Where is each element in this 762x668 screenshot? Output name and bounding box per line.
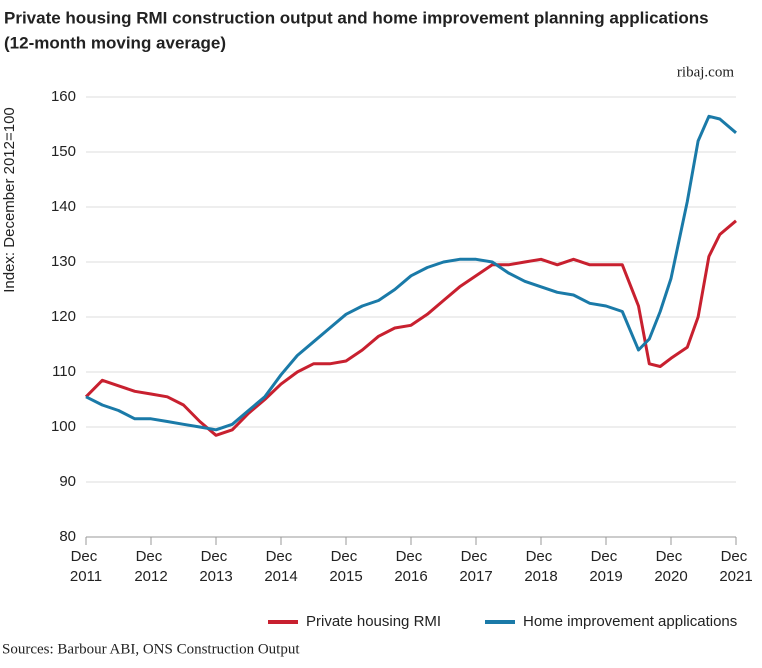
footnote: Sources: Barbour ABI, ONS Construction O… <box>2 641 300 657</box>
y-tick-label: 130 <box>51 253 76 270</box>
x-tick-label: Dec 2014 <box>264 548 297 585</box>
x-tick-label: Dec 2018 <box>524 548 557 585</box>
x-tick-label: Dec 2013 <box>199 548 232 585</box>
x-tick-label: Dec 2016 <box>394 548 427 585</box>
chart-subtitle: (12-month moving average) <box>4 33 226 52</box>
y-tick-label: 110 <box>52 363 76 380</box>
x-tick-label: Dec 2020 <box>654 548 687 585</box>
x-tick-label: Dec 2012 <box>134 548 167 585</box>
x-tick-label: Dec 2021 <box>719 548 752 585</box>
x-tick-label: Dec 2017 <box>459 548 492 585</box>
legend-label: Home improvement applications <box>523 613 737 630</box>
y-tick-label: 160 <box>51 88 76 105</box>
y-tick-label: 100 <box>51 418 76 435</box>
y-tick-label: 120 <box>51 308 76 325</box>
x-tick-label: Dec 2015 <box>329 548 362 585</box>
y-tick-label: 150 <box>51 143 76 160</box>
y-tick-label: 140 <box>51 198 76 215</box>
y-axis-label: Index: December 2012=100 <box>1 107 18 293</box>
x-tick-label: Dec 2019 <box>589 548 622 585</box>
legend-label: Private housing RMI <box>306 613 441 630</box>
series-line <box>84 219 737 437</box>
y-tick-label: 90 <box>59 473 76 490</box>
y-tick-label: 80 <box>59 528 76 545</box>
x-tick-label: Dec 2011 <box>70 548 102 585</box>
chart-title: Private housing RMI construction output … <box>4 8 709 27</box>
source-credit: ribaj.com <box>677 64 734 80</box>
series-line <box>85 114 737 432</box>
